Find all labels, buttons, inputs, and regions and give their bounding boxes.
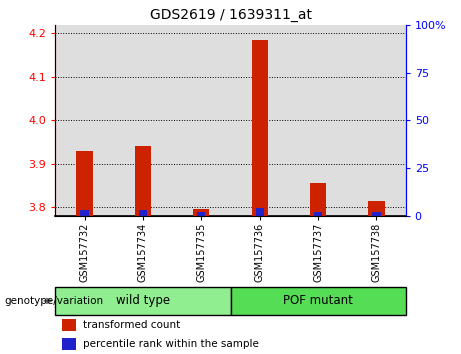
Bar [289, 25, 347, 216]
Bar [193, 210, 209, 216]
Bar [314, 212, 322, 216]
Bar [80, 210, 89, 216]
Bar [114, 25, 172, 216]
Text: wild type: wild type [116, 295, 170, 307]
Bar [135, 147, 151, 216]
Bar [347, 25, 406, 216]
Title: GDS2619 / 1639311_at: GDS2619 / 1639311_at [149, 8, 312, 22]
Bar [368, 201, 384, 216]
Bar [62, 338, 77, 350]
Bar [310, 183, 326, 216]
Bar [230, 25, 289, 216]
Bar [172, 25, 230, 216]
Text: genotype/variation: genotype/variation [5, 296, 104, 306]
Bar [139, 210, 147, 216]
Bar [197, 212, 206, 216]
Bar [55, 25, 114, 216]
Bar [77, 151, 93, 216]
Bar [55, 287, 230, 315]
Text: percentile rank within the sample: percentile rank within the sample [83, 339, 259, 349]
Bar [372, 212, 381, 216]
Bar [62, 319, 77, 331]
Bar [230, 287, 406, 315]
Text: transformed count: transformed count [83, 320, 181, 330]
Bar [252, 40, 268, 216]
Text: POF mutant: POF mutant [283, 295, 353, 307]
Bar [255, 208, 264, 216]
